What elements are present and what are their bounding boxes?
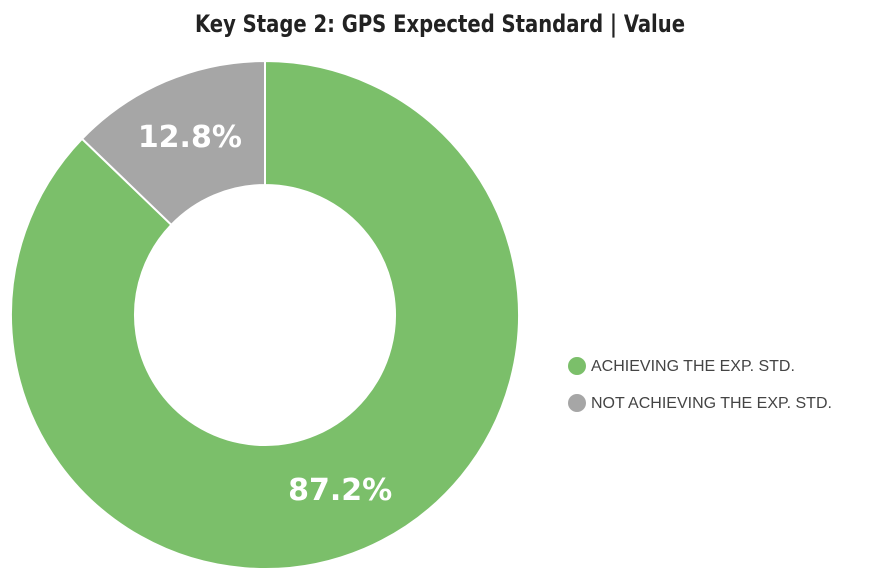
- value-label: 87.2%: [288, 473, 392, 508]
- legend-label: NOT ACHIEVING THE EXP. STD.: [591, 395, 832, 412]
- legend-swatch: [568, 394, 586, 412]
- donut-slice: [80, 59, 266, 227]
- value-label: 12.8%: [138, 120, 242, 155]
- donut-slice: [10, 59, 520, 569]
- chart-title: Key Stage 2: GPS Expected Standard | Val…: [195, 10, 685, 38]
- legend-label: ACHIEVING THE EXP. STD.: [591, 358, 795, 375]
- legend-swatch: [568, 357, 586, 375]
